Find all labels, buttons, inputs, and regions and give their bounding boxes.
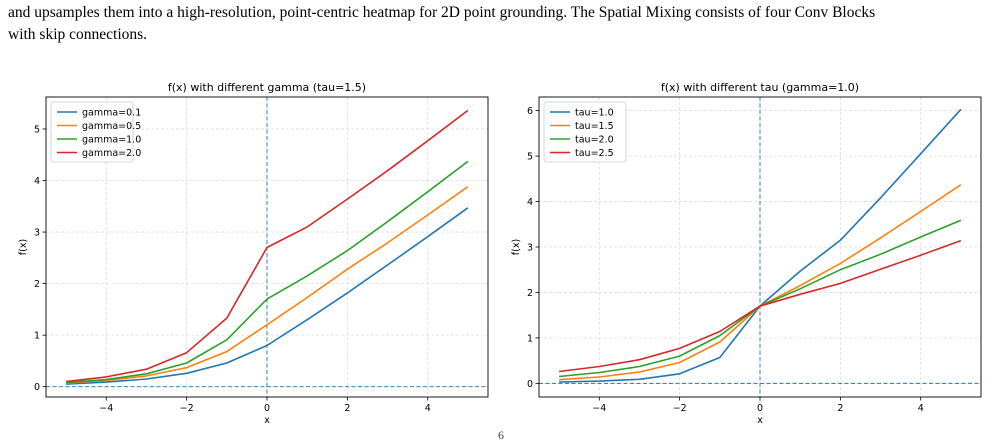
x-tick-label: −4	[592, 403, 606, 414]
legend-box	[543, 101, 627, 163]
legend-label-0: gamma=0.1	[82, 107, 141, 118]
series-line-3	[559, 239, 962, 373]
x-axis-label: x	[757, 415, 763, 426]
x-tick-label: 0	[757, 403, 763, 414]
x-tick-label: −2	[673, 403, 687, 414]
y-tick-label: 2	[34, 279, 40, 290]
y-tick-label: 0	[527, 379, 533, 390]
series-line-3	[66, 109, 469, 383]
x-tick-label: −4	[99, 403, 113, 414]
chart-title: f(x) with different tau (gamma=1.0)	[661, 81, 859, 94]
series-line-2	[66, 160, 469, 384]
y-tick-label: 2	[527, 288, 533, 299]
caption: and upsamples them into a high-resolutio…	[8, 2, 998, 46]
y-tick-label: 3	[527, 242, 533, 253]
y-tick-label: 6	[527, 106, 533, 117]
legend-label-2: gamma=1.0	[82, 134, 141, 145]
y-tick-label: 0	[34, 382, 40, 393]
x-axis-label: x	[264, 415, 270, 426]
caption-line-1: and upsamples them into a high-resolutio…	[8, 4, 876, 21]
x-tick-label: 4	[425, 403, 431, 414]
legend-label-3: tau=2.5	[575, 148, 614, 159]
y-tick-label: 5	[527, 151, 533, 162]
x-tick-label: 2	[837, 403, 843, 414]
legend-label-1: gamma=0.5	[82, 121, 141, 132]
x-tick-label: −2	[180, 403, 194, 414]
chart-gamma: −4 −2 0 2 4 0 1 2 3 4 5 f(x) with different gamma (…	[18, 81, 489, 426]
y-axis-label: f(x)	[511, 239, 522, 255]
legend-label-3: gamma=2.0	[82, 148, 141, 159]
chart-tau: −4 −2 0 2 4 0 1 2 3 4 5 6 f(x) with different tau (g…	[511, 81, 982, 426]
legend-label-1: tau=1.5	[575, 121, 614, 132]
legend-label-2: tau=2.0	[575, 134, 614, 145]
y-tick-label: 5	[34, 124, 40, 135]
x-tick-label: 0	[264, 403, 270, 414]
x-tick-label: 4	[918, 403, 924, 414]
y-axis-label: f(x)	[18, 239, 29, 255]
legend-box	[50, 101, 134, 163]
y-tick-label: 4	[527, 197, 533, 208]
legend-label-0: tau=1.0	[575, 107, 614, 118]
caption-line-2: with skip connections.	[8, 26, 148, 43]
series-line-1	[66, 186, 469, 384]
y-tick-label: 1	[34, 331, 40, 342]
x-tick-label: 2	[344, 403, 350, 414]
y-tick-label: 3	[34, 227, 40, 238]
page-number: 6	[498, 428, 504, 442]
y-tick-label: 1	[527, 333, 533, 344]
y-tick-label: 4	[34, 176, 40, 187]
series-line-0	[66, 207, 469, 385]
chart-title: f(x) with different gamma (tau=1.5)	[168, 81, 366, 94]
